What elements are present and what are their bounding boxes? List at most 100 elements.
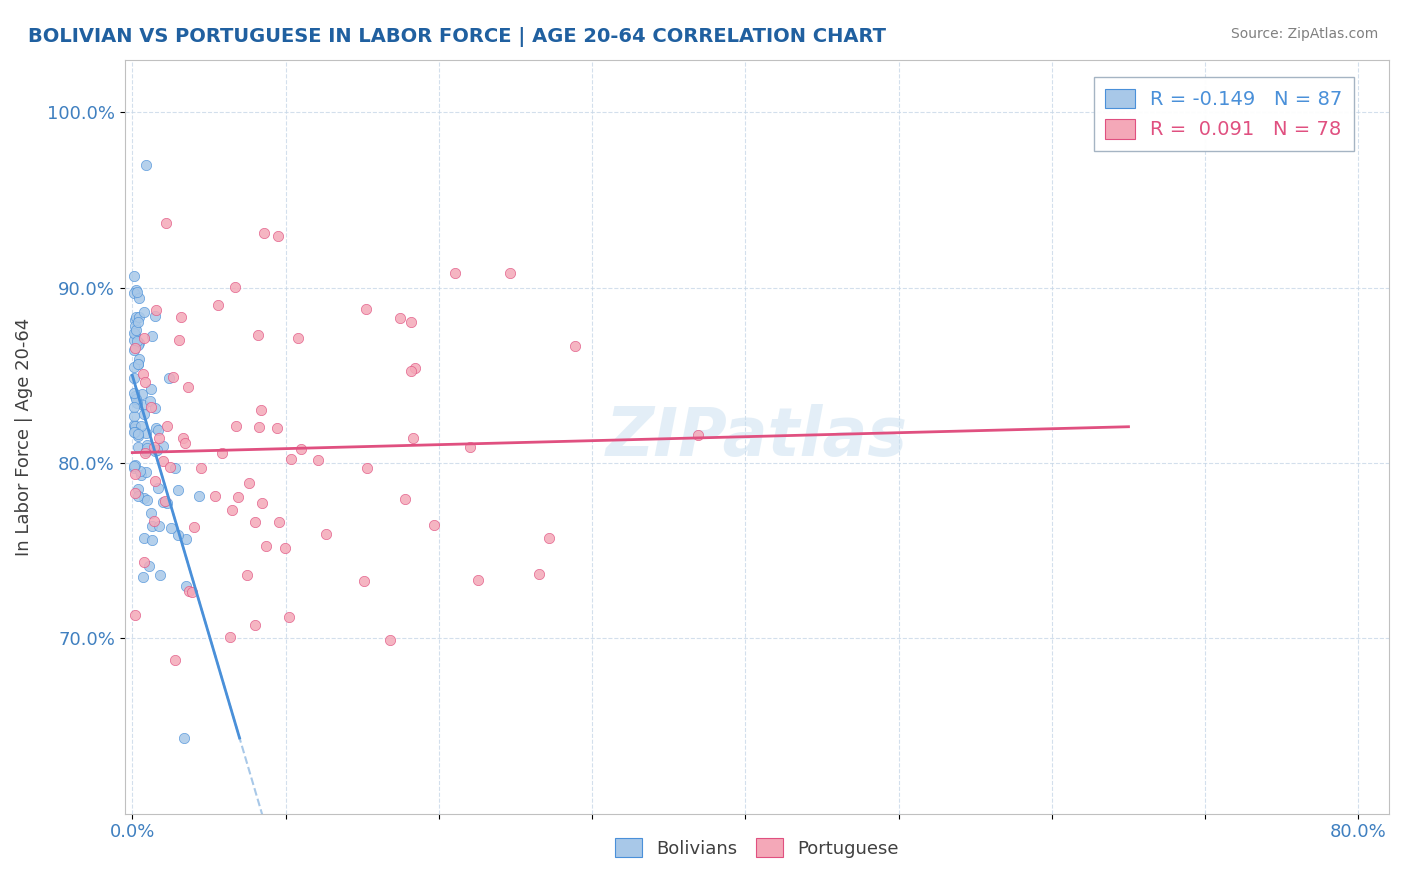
Point [187, 489, 209, 503]
Point [423, 517, 446, 532]
Point [122, 458, 145, 473]
Point [162, 369, 184, 384]
Text: ZIPatlas: ZIPatlas [606, 403, 908, 469]
Point [128, 310, 150, 324]
Point [127, 338, 149, 352]
Point [254, 539, 277, 553]
Point [143, 401, 166, 415]
Point [146, 481, 169, 495]
Point [155, 418, 177, 433]
Point [564, 339, 586, 353]
Point [274, 541, 297, 556]
Point [124, 389, 146, 403]
Point [143, 309, 166, 323]
Point [127, 357, 149, 371]
Point [139, 506, 162, 520]
Point [132, 368, 155, 382]
Point [225, 418, 247, 433]
Point [124, 458, 146, 472]
Point [125, 396, 148, 410]
Point [129, 468, 152, 483]
Point [139, 382, 162, 396]
Point [174, 579, 197, 593]
Point [278, 610, 301, 624]
Point [127, 440, 149, 454]
Point [131, 387, 153, 401]
Point [122, 417, 145, 432]
Point [146, 424, 169, 438]
Point [190, 461, 212, 475]
Point [134, 407, 156, 421]
Point [174, 532, 197, 546]
Point [141, 518, 163, 533]
Point [135, 442, 157, 456]
Point [122, 268, 145, 283]
Point [148, 518, 170, 533]
Point [122, 400, 145, 414]
Text: Source: ZipAtlas.com: Source: ZipAtlas.com [1230, 27, 1378, 41]
Point [127, 285, 149, 300]
Point [135, 466, 157, 480]
Point [538, 531, 561, 545]
Point [166, 528, 188, 542]
Point [122, 425, 145, 440]
Point [135, 158, 157, 172]
Point [224, 280, 246, 294]
Point [247, 328, 270, 343]
Point [145, 421, 167, 435]
Point [177, 583, 200, 598]
Point [173, 731, 195, 746]
Point [129, 419, 152, 434]
Point [132, 398, 155, 412]
Point [135, 443, 157, 458]
Point [124, 425, 146, 439]
Point [124, 323, 146, 337]
Point [127, 357, 149, 371]
Point [527, 566, 550, 581]
Point [122, 334, 145, 348]
Point [388, 310, 411, 325]
Point [402, 432, 425, 446]
Point [124, 422, 146, 436]
Point [238, 476, 260, 491]
Point [458, 440, 481, 454]
Point [498, 266, 520, 280]
Point [127, 428, 149, 442]
Point [250, 403, 273, 417]
Point [253, 226, 276, 240]
Legend: R = -0.149   N = 87, R =  0.091   N = 78: R = -0.149 N = 87, R = 0.091 N = 78 [1094, 77, 1354, 151]
Point [155, 493, 177, 508]
Point [155, 216, 177, 230]
Point [221, 503, 243, 517]
Point [134, 446, 156, 460]
Point [122, 409, 145, 424]
Point [141, 533, 163, 547]
Point [122, 359, 145, 374]
Point [356, 461, 378, 475]
Point [169, 310, 191, 324]
Point [266, 421, 288, 435]
Point [143, 475, 166, 489]
Point [686, 427, 709, 442]
Point [128, 292, 150, 306]
Point [156, 496, 179, 510]
Point [159, 459, 181, 474]
Point [207, 298, 229, 312]
Point [394, 491, 416, 506]
Point [125, 310, 148, 324]
Point [135, 438, 157, 452]
Point [165, 460, 187, 475]
Point [124, 319, 146, 334]
Point [127, 427, 149, 442]
Point [146, 443, 169, 458]
Point [122, 343, 145, 357]
Point [444, 266, 467, 280]
Point [142, 440, 165, 454]
Point [124, 341, 146, 355]
Point [127, 483, 149, 497]
Point [142, 514, 165, 528]
Point [167, 333, 190, 347]
Point [399, 364, 422, 378]
Y-axis label: In Labor Force | Age 20-64: In Labor Force | Age 20-64 [15, 318, 32, 556]
Point [134, 331, 156, 345]
